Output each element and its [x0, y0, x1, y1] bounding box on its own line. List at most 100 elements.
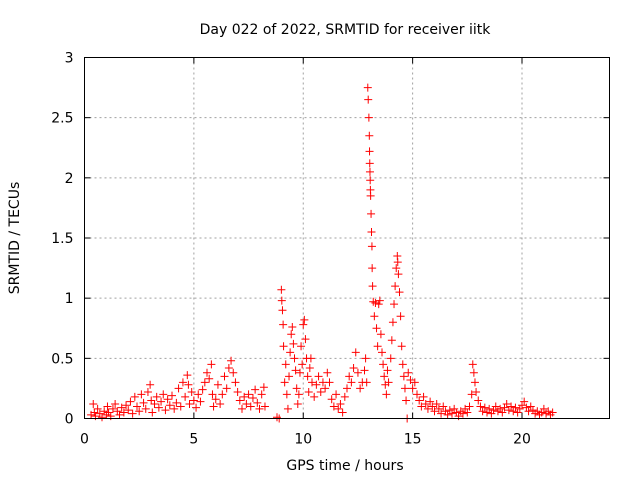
data-point	[413, 390, 421, 399]
data-point	[213, 380, 222, 389]
data-point	[304, 388, 313, 397]
data-point	[297, 342, 306, 351]
data-point	[383, 366, 392, 375]
data-point	[280, 378, 289, 387]
data-point	[98, 413, 106, 422]
data-point	[406, 375, 415, 384]
data-point	[329, 402, 338, 411]
data-point	[130, 392, 139, 401]
data-point	[365, 131, 374, 140]
data-point	[312, 380, 321, 389]
data-point	[526, 402, 535, 411]
data-point	[334, 404, 343, 413]
data-point	[368, 264, 377, 273]
y-tick-label: 1	[65, 291, 74, 307]
data-point	[89, 400, 98, 409]
data-point	[367, 209, 376, 218]
data-point	[277, 285, 286, 294]
data-point	[400, 384, 409, 393]
data-point	[421, 400, 430, 409]
data-point	[349, 363, 358, 372]
data-point	[178, 378, 187, 387]
x-tick-label: 20	[513, 432, 531, 448]
data-point	[300, 315, 309, 324]
data-point	[183, 371, 192, 380]
data-point	[147, 396, 156, 405]
data-point	[187, 388, 196, 397]
data-point	[211, 395, 220, 404]
data-point	[161, 406, 170, 415]
data-point	[93, 404, 102, 413]
data-point	[293, 400, 302, 409]
data-point	[430, 407, 439, 416]
data-point	[231, 378, 240, 387]
data-point	[502, 400, 511, 409]
data-point	[417, 402, 426, 411]
data-point	[146, 380, 155, 389]
data-point	[224, 363, 233, 372]
data-point	[375, 296, 384, 305]
data-point	[172, 398, 181, 407]
data-point	[364, 113, 373, 122]
data-point	[279, 320, 288, 329]
data-point	[366, 191, 375, 200]
data-point	[287, 330, 296, 339]
data-point	[426, 397, 435, 406]
data-point	[194, 390, 203, 399]
data-point	[472, 388, 481, 397]
data-point	[259, 383, 268, 392]
data-point	[397, 342, 406, 351]
data-point	[386, 354, 395, 363]
data-point	[382, 390, 391, 399]
data-point	[301, 335, 310, 344]
data-point	[126, 397, 135, 406]
data-point	[362, 378, 371, 387]
data-point	[364, 95, 373, 104]
data-point	[470, 378, 479, 387]
data-point	[288, 323, 297, 332]
data-point	[260, 402, 269, 411]
data-point	[393, 258, 402, 267]
data-point	[299, 320, 308, 329]
data-point	[137, 390, 146, 399]
data-point	[372, 324, 381, 333]
data-point	[415, 396, 424, 405]
data-point	[185, 400, 194, 409]
data-point	[316, 388, 325, 397]
data-point	[419, 392, 428, 401]
data-point	[298, 360, 307, 369]
data-point	[248, 394, 257, 403]
data-point	[399, 372, 408, 381]
data-point	[220, 372, 229, 381]
data-point	[448, 409, 456, 418]
data-point	[246, 402, 255, 411]
data-point	[380, 372, 389, 381]
data-point	[200, 378, 209, 387]
plot-frame	[84, 57, 610, 419]
data-point	[278, 306, 287, 315]
x-tick-label: 10	[294, 432, 312, 448]
data-point	[360, 366, 369, 375]
data-point	[485, 404, 494, 413]
data-point	[143, 388, 152, 397]
data-point	[410, 378, 419, 387]
data-point	[361, 354, 370, 363]
y-axis-label: SRMTID / TECUs	[7, 182, 23, 295]
data-point	[148, 408, 157, 417]
data-points	[87, 83, 557, 423]
data-point	[294, 390, 303, 399]
data-point	[338, 408, 347, 417]
data-point	[159, 390, 168, 399]
data-point	[524, 407, 533, 416]
data-point	[229, 368, 238, 377]
data-point	[235, 396, 244, 405]
data-point	[376, 330, 385, 339]
data-point	[345, 372, 354, 381]
data-point	[314, 372, 323, 381]
data-point	[222, 384, 231, 393]
data-point	[208, 390, 217, 399]
data-point	[336, 400, 345, 409]
y-tick-label: 3	[65, 51, 74, 67]
data-point	[103, 402, 112, 411]
